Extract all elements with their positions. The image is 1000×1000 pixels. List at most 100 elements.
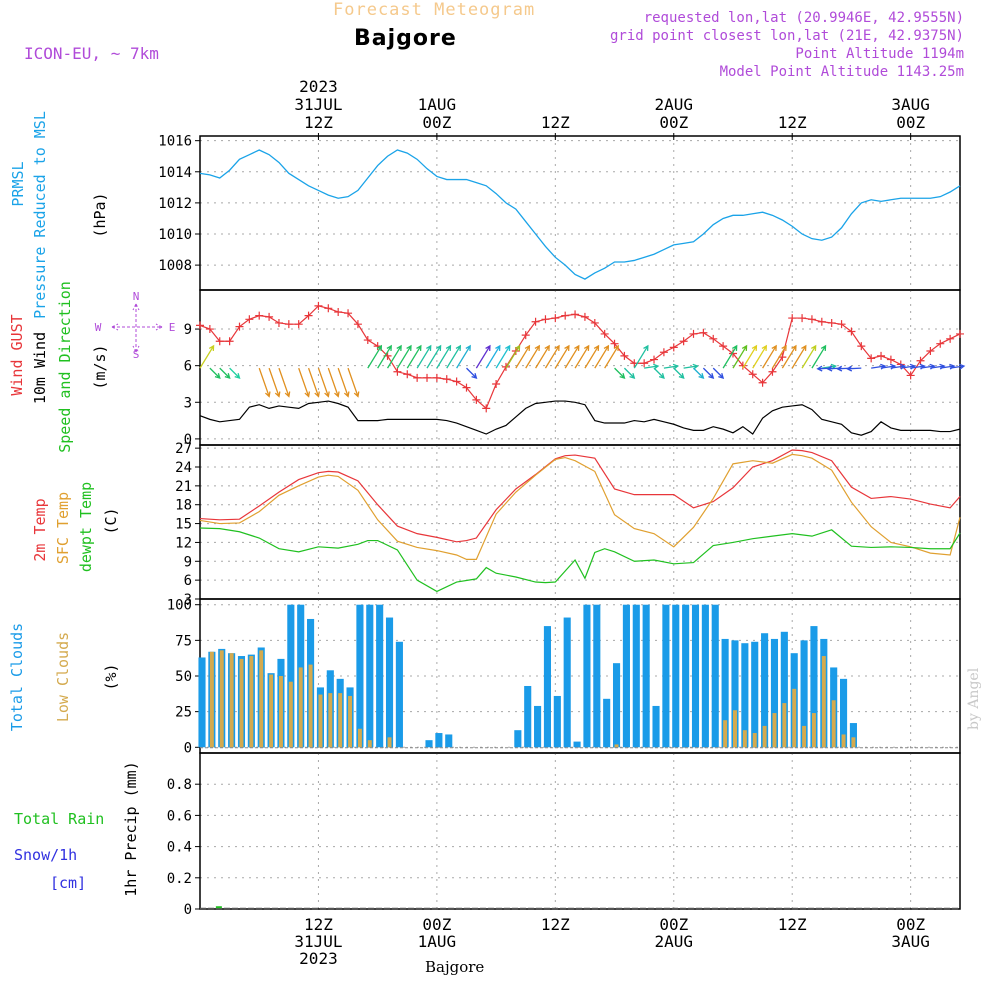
wind-arrow bbox=[950, 363, 966, 370]
bottom-time-label: 1AUG bbox=[418, 932, 457, 951]
gust-marker bbox=[788, 314, 797, 323]
ytick-label-pressure: 1010 bbox=[158, 227, 192, 243]
wind-ylabel-speed: Speed and Direction bbox=[56, 281, 74, 453]
wind-arrow bbox=[416, 344, 432, 369]
ytick-label-precip: 0.4 bbox=[167, 840, 192, 856]
ytick-label-temperature: 6 bbox=[184, 573, 192, 589]
wind-arrow bbox=[544, 344, 560, 369]
total-cloud-bar bbox=[662, 604, 670, 748]
wind-arrow bbox=[386, 344, 402, 369]
gust-marker bbox=[334, 307, 343, 316]
gust-marker bbox=[719, 342, 728, 351]
gust-marker bbox=[807, 315, 816, 324]
total-cloud-bar bbox=[810, 626, 818, 748]
gust-marker bbox=[304, 311, 313, 320]
wind-arrow bbox=[673, 367, 685, 379]
gust-marker bbox=[916, 356, 925, 365]
ytick-label-temperature: 15 bbox=[175, 517, 192, 533]
panel-wind bbox=[195, 289, 961, 446]
gust-marker bbox=[353, 320, 362, 329]
low-cloud-bar bbox=[792, 688, 797, 748]
gust-marker bbox=[827, 318, 836, 327]
bottom-time-label: 00Z bbox=[896, 915, 925, 934]
wind-arrow bbox=[554, 344, 570, 369]
low-cloud-bar bbox=[742, 730, 747, 748]
low-cloud-bar bbox=[802, 725, 807, 748]
total-cloud-bar bbox=[711, 604, 719, 748]
wind-arrow bbox=[505, 344, 521, 369]
ytick-label-temperature: 18 bbox=[175, 498, 192, 514]
requested-coords: requested lon,lat (20.9946E, 42.9555N) bbox=[643, 10, 964, 26]
gust-marker bbox=[847, 327, 856, 336]
pressure-unit: (hPa) bbox=[91, 192, 109, 237]
low-cloud-bar bbox=[298, 667, 303, 748]
wind-arrow bbox=[633, 344, 649, 369]
wind-ylabel-gust: Wind GUST bbox=[8, 314, 26, 395]
top-time-label: 12Z bbox=[778, 113, 807, 132]
wind-arrow bbox=[466, 367, 478, 379]
gust-marker bbox=[363, 336, 372, 345]
ytick-label-temperature: 21 bbox=[175, 479, 192, 495]
wind-arrow bbox=[712, 367, 725, 379]
ytick-label-wind: 9 bbox=[184, 322, 192, 338]
wind-arrow bbox=[683, 363, 699, 370]
wind-arrow bbox=[742, 344, 758, 369]
wind-arrow bbox=[436, 344, 452, 369]
low-cloud-bar bbox=[328, 693, 333, 748]
total-cloud-bar bbox=[514, 730, 522, 748]
wind-arrow bbox=[574, 344, 590, 369]
total-cloud-bar bbox=[445, 734, 453, 748]
total-cloud-bar bbox=[691, 604, 700, 748]
gust-marker bbox=[472, 395, 481, 404]
low-cloud-bar bbox=[357, 728, 362, 748]
gust-marker bbox=[482, 404, 491, 413]
total-cloud-bar bbox=[287, 604, 295, 748]
gust-marker bbox=[432, 373, 441, 382]
low-cloud-bar bbox=[318, 694, 323, 748]
bottom-time-label: 3AUG bbox=[891, 932, 930, 951]
compass-w: W bbox=[95, 321, 102, 334]
gust-line bbox=[199, 305, 961, 410]
wind-arrow bbox=[307, 367, 320, 398]
bottom-time-label: 12Z bbox=[778, 915, 807, 934]
total-cloud-bar bbox=[524, 685, 532, 748]
bottom-time-label: 00Z bbox=[422, 915, 451, 934]
total-cloud-bar bbox=[741, 643, 749, 748]
wind-arrow bbox=[781, 344, 797, 369]
gust-marker bbox=[620, 351, 629, 360]
total-cloud-bar bbox=[395, 641, 403, 748]
point-altitude: Point Altitude 1194m bbox=[795, 46, 964, 62]
bottom-location-label: Bajgore bbox=[425, 958, 485, 976]
low-cloud-bar bbox=[229, 653, 234, 748]
panel-pressure bbox=[195, 135, 961, 291]
low-cloud-bar bbox=[259, 650, 264, 748]
compass-n: N bbox=[133, 290, 140, 303]
ytick-label-clouds: 25 bbox=[175, 705, 192, 721]
pressure-line bbox=[199, 149, 961, 280]
total-cloud-bar bbox=[573, 741, 581, 748]
ytick-label-pressure: 1016 bbox=[158, 134, 192, 150]
gust-marker bbox=[561, 311, 570, 320]
wind-arrow bbox=[791, 344, 807, 369]
gust-marker bbox=[679, 337, 688, 346]
gust-marker bbox=[837, 320, 846, 329]
wind-arrow bbox=[317, 367, 330, 398]
gust-marker bbox=[521, 331, 530, 340]
wind-arrow bbox=[752, 344, 767, 369]
wind-arrow bbox=[396, 344, 412, 369]
top-time-label: 2AUG bbox=[655, 95, 694, 114]
panel-temperature bbox=[195, 444, 961, 600]
gust-marker bbox=[956, 329, 964, 338]
gust-marker bbox=[946, 334, 955, 343]
wind-arrow bbox=[771, 344, 787, 369]
total-cloud-bar bbox=[553, 695, 561, 748]
gust-marker bbox=[442, 375, 451, 384]
precip-label-snow: Snow/1h bbox=[14, 846, 77, 864]
clouds-ylabel-total: Total Clouds bbox=[8, 623, 26, 731]
gust-marker bbox=[492, 379, 501, 388]
gust-marker bbox=[324, 304, 333, 313]
total-cloud-bar bbox=[385, 617, 394, 748]
gust-marker bbox=[936, 339, 945, 348]
ytick-label-temperature: 9 bbox=[184, 554, 192, 570]
wind-arrow bbox=[722, 344, 738, 369]
